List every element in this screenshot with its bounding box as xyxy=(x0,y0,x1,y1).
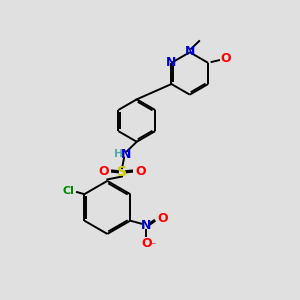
Text: N: N xyxy=(185,45,196,58)
Text: O: O xyxy=(158,212,168,225)
Text: O: O xyxy=(141,236,152,250)
Text: N: N xyxy=(166,56,176,69)
Text: S: S xyxy=(117,165,127,179)
Text: N: N xyxy=(141,220,152,232)
Text: O: O xyxy=(220,52,231,65)
Text: N: N xyxy=(121,148,131,161)
Text: O: O xyxy=(135,165,146,178)
Text: O: O xyxy=(98,165,109,178)
Text: H: H xyxy=(115,149,124,159)
Text: ⁻: ⁻ xyxy=(150,240,156,253)
Text: Cl: Cl xyxy=(63,186,75,196)
